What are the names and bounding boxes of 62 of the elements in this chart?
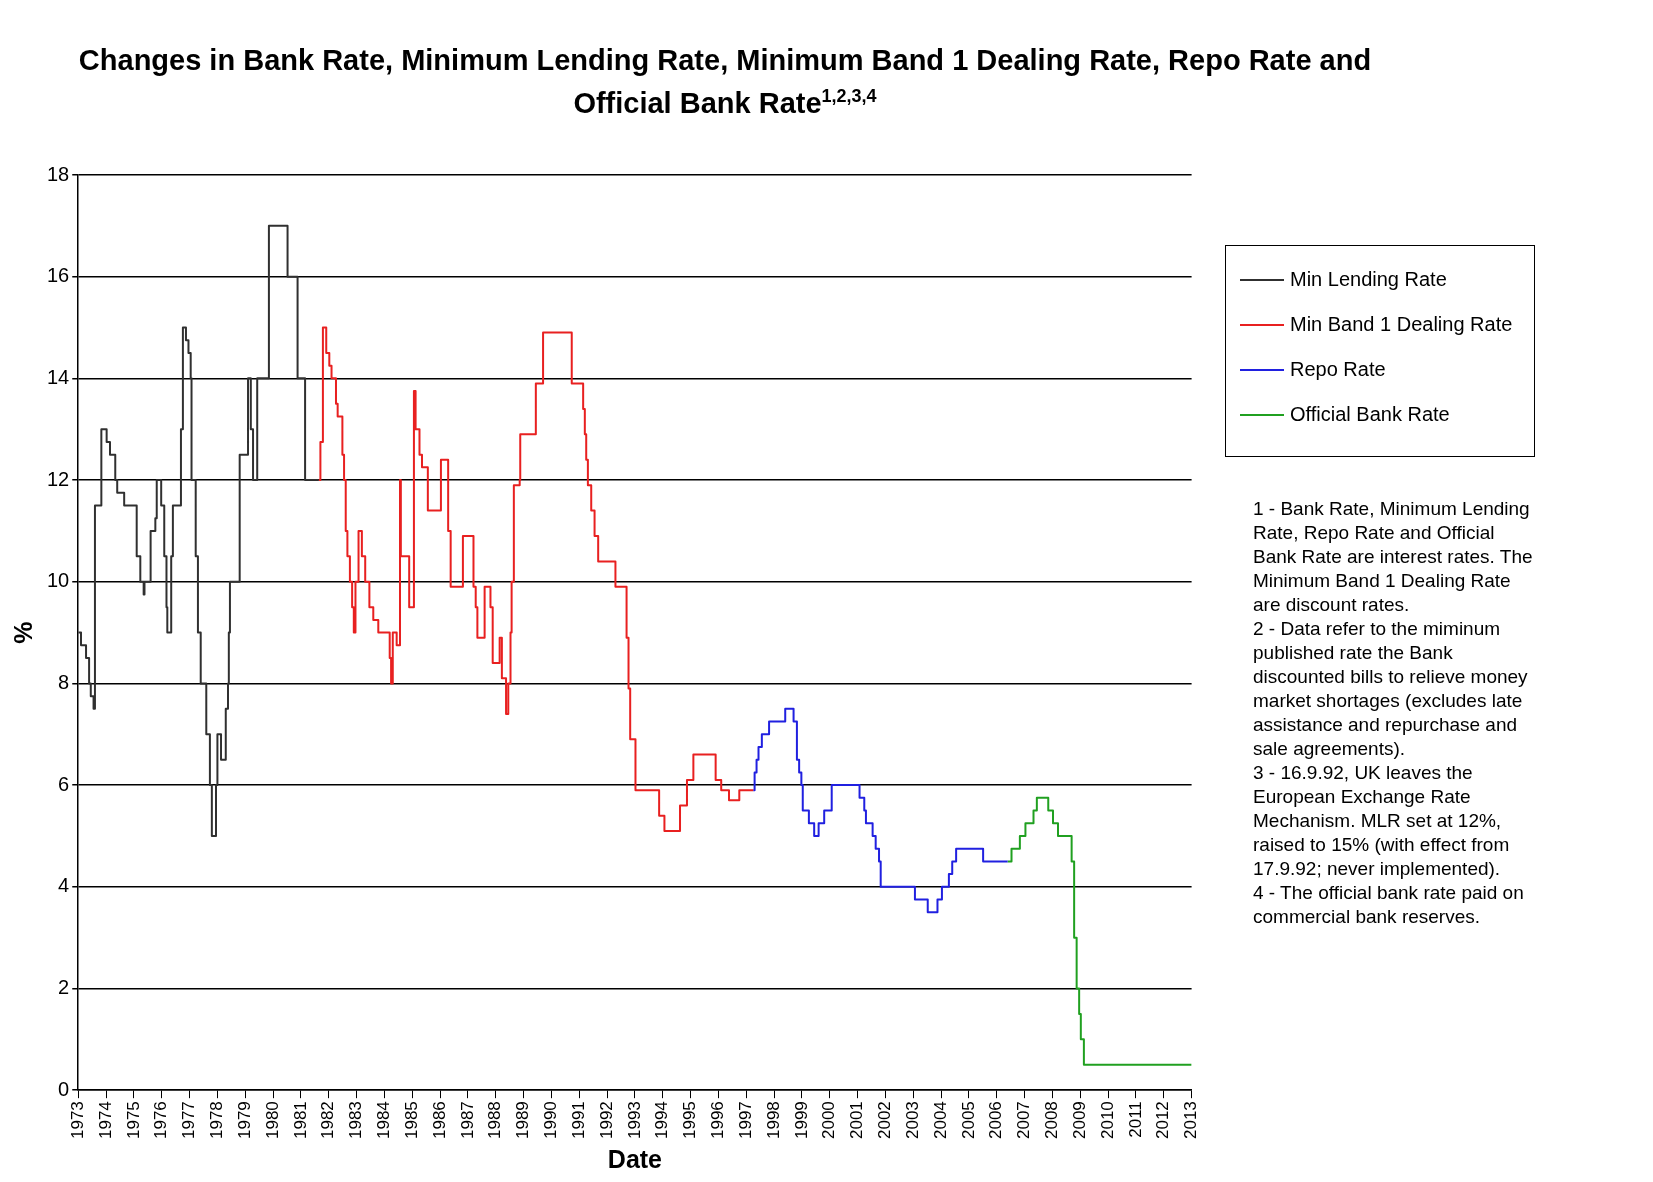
x-tick-label: 1981 xyxy=(290,1101,310,1140)
x-tick-label: 1998 xyxy=(763,1101,783,1140)
chart-title: Changes in Bank Rate, Minimum Lending Rate, Minimum Band 1 Dealing Rate, Repo Rate and Official Bank Rate$^{1,2,3,4}$ xyxy=(77,43,1373,121)
x-tick-label: 2009 xyxy=(1069,1101,1089,1140)
x-tick-label: 2002 xyxy=(875,1101,895,1140)
x-tick-label: 2011 xyxy=(1125,1101,1145,1138)
x-tick-label: 1993 xyxy=(624,1101,644,1140)
legend-label: Min Lending Rate xyxy=(1290,268,1447,291)
text: 1 - Bank Rate, Minimum Lending Rate, Repo Rate and Official Bank Rate are interest rates. The Minimum Band 1 Dealing Rate are discount rates. xyxy=(1253,497,1534,617)
x-tick-label: 1990 xyxy=(541,1101,561,1140)
x-tick-label: 1977 xyxy=(179,1101,199,1140)
x-axis-title: Date xyxy=(607,1144,663,1173)
x-tick-label: 1973 xyxy=(67,1101,87,1140)
x-tick-label: 1986 xyxy=(429,1101,449,1140)
x-tick-label: 1983 xyxy=(346,1101,366,1140)
x-tick-label: 1987 xyxy=(457,1101,477,1140)
x-tick-label: 2000 xyxy=(819,1101,839,1140)
x-tick-label: 2001 xyxy=(847,1101,867,1140)
x-tick-label: 2005 xyxy=(958,1101,978,1140)
y-tick-label: 12 xyxy=(47,467,70,490)
x-tick-label: 1999 xyxy=(791,1101,811,1140)
text: 4 - The official bank rate paid on commercial bank reserves. xyxy=(1253,881,1525,929)
text: 2 - Data refer to the miminum published rate the Bank discounted bills to relieve money market shortages (excludes late assistance and repurchase and sale agreements). xyxy=(1253,617,1529,761)
x-tick-label: 2010 xyxy=(1097,1101,1117,1140)
legend-label: Repo Rate xyxy=(1290,358,1386,381)
x-tick-label: 2007 xyxy=(1014,1101,1034,1140)
x-tick-label: 2008 xyxy=(1042,1101,1062,1140)
x-tick-label: 1995 xyxy=(680,1101,700,1140)
x-tick-label: 1979 xyxy=(234,1101,254,1140)
legend-label: Min Band 1 Dealing Rate xyxy=(1290,313,1513,336)
x-tick-label: 1988 xyxy=(485,1101,505,1140)
y-tick-label: 16 xyxy=(47,264,70,287)
x-tick-label: 1996 xyxy=(708,1101,728,1140)
x-tick-label: 1992 xyxy=(596,1101,616,1140)
x-tick-label: 1994 xyxy=(652,1101,672,1140)
x-tick-label: 2006 xyxy=(986,1101,1006,1140)
x-tick-label: 2003 xyxy=(902,1101,922,1140)
text: 3 - 16.9.92, UK leaves the European Exchange Rate Mechanism. MLR set at 12%, raised to 15% (with effect from 17.9.92; never implemented). xyxy=(1253,761,1511,881)
y-tick-label: 10 xyxy=(47,569,70,592)
x-tick-label: 1991 xyxy=(568,1101,588,1140)
x-tick-label: 2004 xyxy=(930,1101,950,1140)
x-tick-label: 1980 xyxy=(262,1101,282,1140)
y-tick-label: 14 xyxy=(47,365,70,388)
x-tick-label: 1976 xyxy=(151,1101,171,1140)
y-axis-title: % xyxy=(8,621,37,644)
x-tick-label: 2013 xyxy=(1181,1101,1201,1140)
x-tick-label: 1975 xyxy=(123,1101,143,1140)
y-tick-label: 2 xyxy=(58,976,70,999)
x-tick-label: 2012 xyxy=(1153,1101,1173,1140)
x-tick-label: 1984 xyxy=(374,1101,394,1140)
x-tick-label: 1985 xyxy=(401,1101,421,1140)
y-tick-label: 6 xyxy=(58,772,70,795)
x-tick-label: 1974 xyxy=(95,1101,115,1140)
x-tick-label: 1989 xyxy=(513,1101,533,1140)
y-tick-label: 8 xyxy=(58,670,70,693)
y-tick-label: 18 xyxy=(47,162,70,185)
x-tick-label: 1982 xyxy=(318,1101,338,1140)
y-tick-label: 4 xyxy=(58,874,70,897)
y-tick-label: 0 xyxy=(58,1077,70,1100)
x-tick-label: 1978 xyxy=(207,1101,227,1140)
legend-label: Official Bank Rate xyxy=(1290,403,1450,426)
x-tick-label: 1997 xyxy=(735,1101,755,1140)
